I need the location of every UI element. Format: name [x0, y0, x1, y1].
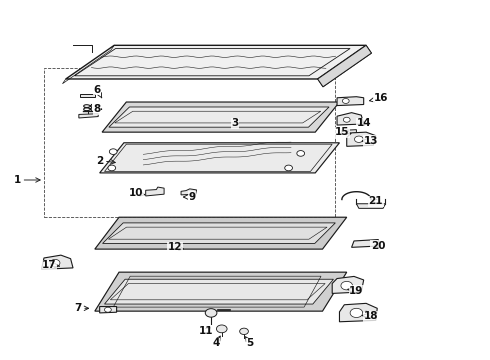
Polygon shape: [356, 204, 386, 208]
Polygon shape: [102, 223, 335, 243]
Polygon shape: [340, 303, 377, 322]
Polygon shape: [102, 102, 340, 132]
Polygon shape: [104, 279, 333, 304]
Text: 6: 6: [94, 85, 102, 98]
Text: 19: 19: [348, 285, 364, 296]
Polygon shape: [95, 272, 347, 311]
Circle shape: [343, 99, 349, 103]
Text: 18: 18: [362, 311, 378, 321]
Text: 15: 15: [335, 127, 350, 137]
Polygon shape: [66, 45, 366, 79]
Circle shape: [350, 308, 363, 318]
Polygon shape: [337, 97, 364, 105]
Text: 7: 7: [74, 303, 89, 313]
Circle shape: [354, 136, 363, 143]
Text: 9: 9: [183, 192, 196, 202]
Circle shape: [104, 307, 111, 312]
Polygon shape: [181, 189, 196, 195]
Text: 21: 21: [368, 196, 383, 206]
Text: 8: 8: [94, 104, 101, 114]
Text: 3: 3: [232, 118, 239, 128]
Polygon shape: [146, 187, 164, 196]
Text: 4: 4: [212, 336, 220, 348]
Text: 16: 16: [369, 94, 388, 103]
Polygon shape: [99, 143, 340, 173]
Polygon shape: [347, 132, 376, 146]
Text: 13: 13: [362, 136, 378, 146]
Circle shape: [341, 282, 352, 290]
Polygon shape: [42, 255, 73, 269]
Polygon shape: [109, 107, 329, 127]
Text: 11: 11: [199, 326, 214, 336]
Circle shape: [217, 325, 227, 333]
Circle shape: [205, 309, 217, 317]
Text: 1: 1: [14, 175, 40, 185]
Text: 5: 5: [245, 337, 253, 348]
Circle shape: [240, 328, 248, 334]
Text: 2: 2: [96, 156, 115, 166]
Bar: [44, 68, 335, 217]
Text: 20: 20: [371, 240, 386, 251]
Text: 10: 10: [129, 188, 145, 198]
Circle shape: [297, 150, 305, 156]
Polygon shape: [337, 113, 364, 125]
Circle shape: [343, 117, 350, 122]
Text: 12: 12: [168, 242, 183, 252]
Circle shape: [50, 260, 60, 266]
Polygon shape: [79, 114, 98, 118]
Polygon shape: [99, 306, 117, 313]
Polygon shape: [80, 94, 95, 98]
Text: 14: 14: [356, 118, 371, 128]
Polygon shape: [332, 276, 364, 293]
Polygon shape: [318, 45, 371, 87]
Circle shape: [108, 165, 116, 171]
Circle shape: [109, 149, 117, 154]
Text: 17: 17: [42, 260, 59, 270]
Polygon shape: [352, 239, 381, 247]
Polygon shape: [95, 217, 347, 249]
Circle shape: [362, 311, 370, 317]
Circle shape: [285, 165, 293, 171]
Polygon shape: [342, 130, 356, 134]
